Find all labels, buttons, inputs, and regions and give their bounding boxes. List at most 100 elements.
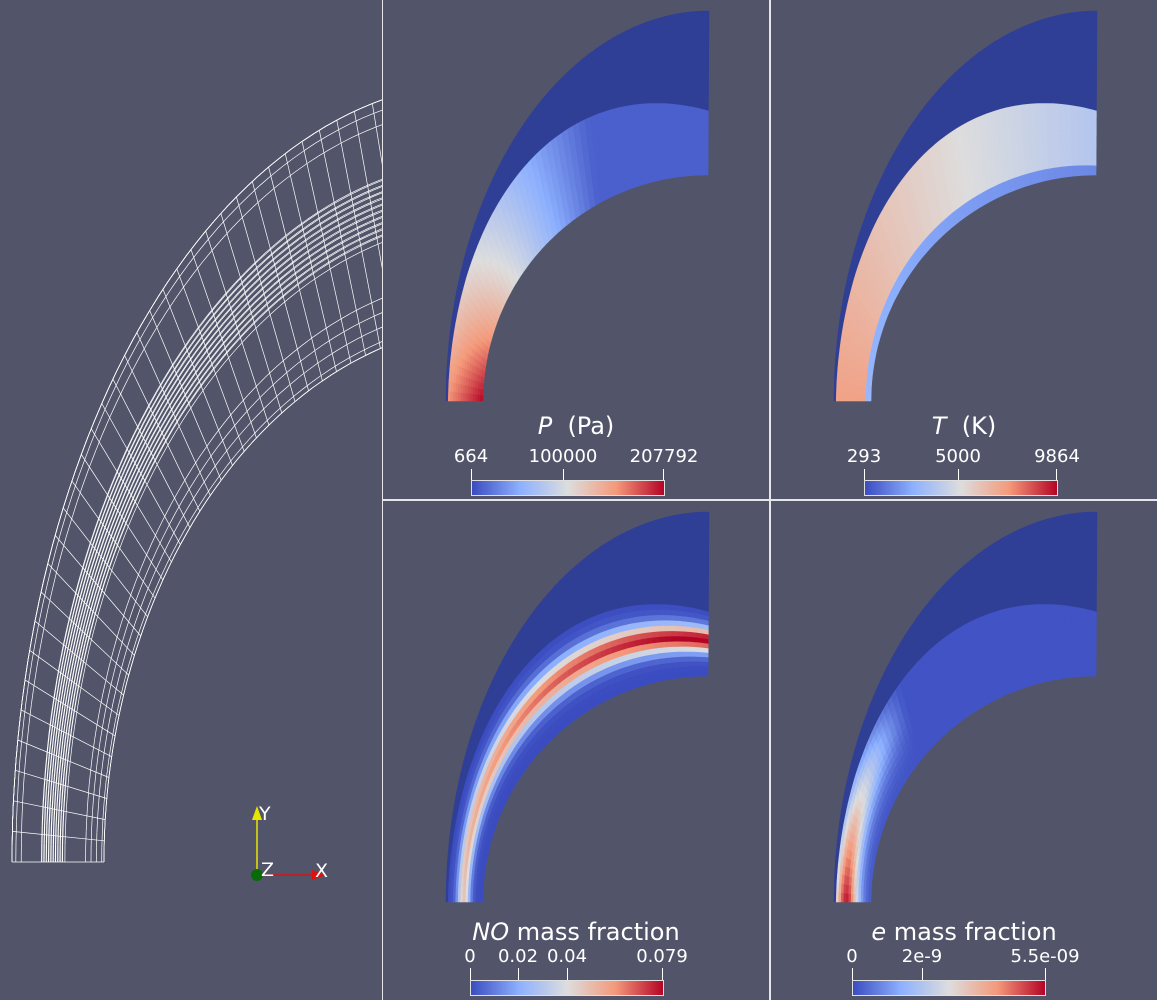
mesh-line xyxy=(117,471,125,487)
mesh-line xyxy=(65,794,68,812)
mesh-line xyxy=(14,760,17,781)
mesh-line xyxy=(286,279,298,288)
field-cell xyxy=(1089,165,1097,171)
mesh-line xyxy=(186,387,196,400)
field-cell xyxy=(1077,155,1085,162)
mesh-line xyxy=(167,373,177,387)
mesh-line xyxy=(46,807,48,826)
mesh-line xyxy=(108,763,112,778)
mesh-line xyxy=(329,204,341,212)
mesh-line xyxy=(279,149,292,159)
mesh-line xyxy=(60,740,63,758)
mesh-line xyxy=(114,722,118,736)
mesh-line xyxy=(220,341,230,354)
mesh-line xyxy=(249,317,260,328)
mesh-line xyxy=(163,423,172,437)
mesh-line xyxy=(91,550,97,568)
mesh-line xyxy=(374,186,382,191)
mesh-line xyxy=(364,126,377,133)
mesh-line xyxy=(296,271,308,280)
mesh-line xyxy=(88,769,92,786)
mesh-line xyxy=(86,608,92,626)
mesh-line xyxy=(297,276,309,285)
mesh-line xyxy=(231,337,241,349)
mesh-line xyxy=(66,707,70,725)
mesh-line xyxy=(369,222,381,229)
mesh-line xyxy=(315,250,327,259)
mesh-line xyxy=(77,599,83,617)
mesh-line xyxy=(172,414,181,428)
mesh-line xyxy=(210,348,220,361)
mesh-line xyxy=(223,352,234,364)
mesh-line xyxy=(181,374,191,387)
field-cell xyxy=(1083,150,1091,157)
mesh-line xyxy=(109,552,116,568)
mesh-line xyxy=(55,719,59,738)
field-cell xyxy=(1071,130,1079,137)
mesh-line xyxy=(283,352,293,361)
mesh-line xyxy=(99,561,106,578)
field-cell xyxy=(477,394,481,402)
mesh-line xyxy=(340,256,352,263)
mesh-line xyxy=(95,556,102,573)
field-cell xyxy=(639,109,647,117)
field-cell xyxy=(670,609,678,617)
mesh-line xyxy=(99,582,105,599)
field-cell xyxy=(664,119,672,126)
mesh-viewport[interactable]: Y Z X xyxy=(0,0,382,1000)
field-cell xyxy=(455,892,459,903)
pressure-viewport[interactable]: P (Pa) 664 100000 207792 xyxy=(383,0,769,499)
field-cell xyxy=(683,155,691,162)
mesh-line xyxy=(201,358,211,371)
field-cell xyxy=(465,893,469,903)
mesh-line xyxy=(101,494,108,511)
mesh-line xyxy=(232,342,243,353)
mesh-line xyxy=(47,752,50,772)
mesh-line xyxy=(69,691,74,708)
mesh-line xyxy=(160,386,169,401)
mesh-line xyxy=(74,676,79,693)
mesh-line xyxy=(51,735,54,754)
mesh-line xyxy=(51,736,55,755)
mesh-line xyxy=(145,441,153,456)
mesh-line xyxy=(179,370,189,383)
mesh-line xyxy=(308,269,319,278)
field-cell xyxy=(1071,140,1079,147)
e-mass-fraction-viewport[interactable]: e mass fraction 0 2e-9 5.5e-09 xyxy=(771,501,1157,1000)
mesh-line xyxy=(220,342,231,354)
mesh-line xyxy=(111,555,118,571)
mesh-line xyxy=(143,438,152,453)
mesh-line xyxy=(230,298,241,309)
mesh-line xyxy=(177,395,186,408)
mesh-line xyxy=(67,689,71,707)
mesh-line xyxy=(325,239,337,247)
mesh-line xyxy=(59,644,64,663)
field-cell xyxy=(1025,178,1033,187)
mesh-line xyxy=(102,544,109,560)
mesh-line xyxy=(282,262,294,272)
mesh-line xyxy=(77,659,82,676)
field-cell xyxy=(1047,140,1055,148)
field-cell xyxy=(1065,135,1073,142)
mesh-line xyxy=(145,442,154,457)
colorbar-tick xyxy=(470,968,471,980)
field-cell xyxy=(670,103,678,111)
mesh-line xyxy=(85,588,92,605)
mesh-line xyxy=(150,395,159,410)
no-mass-fraction-viewport[interactable]: NO mass fraction 0 0.02 0.04 0.079 xyxy=(383,501,769,1000)
mesh-line xyxy=(363,189,375,196)
mesh-line xyxy=(79,602,85,620)
mesh-line xyxy=(178,365,187,379)
temperature-viewport[interactable]: T (K) 293 5000 9864 xyxy=(771,0,1157,499)
mesh-line xyxy=(51,717,55,736)
field-cell xyxy=(1058,108,1066,116)
mesh-line xyxy=(121,452,130,468)
mesh-line xyxy=(74,454,82,473)
mesh-line xyxy=(313,240,325,249)
mesh-line xyxy=(142,463,151,478)
mesh-line xyxy=(349,244,361,251)
mesh-line xyxy=(219,302,230,314)
mesh-line xyxy=(183,377,192,391)
field-cell xyxy=(664,625,672,632)
field-cell xyxy=(665,646,673,654)
